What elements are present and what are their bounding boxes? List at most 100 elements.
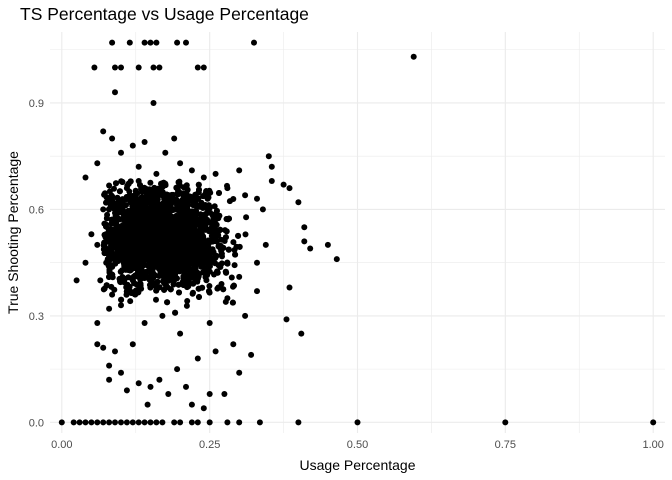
- x-axis-title: Usage Percentage: [300, 457, 416, 473]
- data-point: [163, 264, 170, 271]
- data-point: [181, 258, 187, 265]
- data-point: [204, 259, 211, 266]
- data-point: [141, 320, 148, 326]
- data-point: [127, 232, 134, 239]
- data-point: [162, 213, 169, 220]
- data-point: [202, 226, 209, 233]
- data-point: [184, 251, 191, 258]
- data-point: [211, 203, 218, 210]
- data-point: [502, 419, 509, 426]
- data-point: [137, 276, 144, 283]
- data-point: [148, 227, 154, 233]
- data-point: [189, 259, 196, 266]
- data-point: [194, 355, 201, 362]
- data-point: [163, 251, 170, 258]
- data-point: [103, 215, 110, 222]
- data-point: [182, 220, 189, 227]
- data-point: [254, 195, 260, 202]
- data-point: [141, 419, 148, 426]
- data-point: [207, 226, 214, 233]
- data-point: [203, 219, 210, 226]
- data-point: [118, 302, 124, 309]
- data-point: [178, 232, 185, 239]
- data-point: [112, 419, 118, 426]
- data-point: [118, 64, 124, 71]
- data-point: [109, 135, 116, 142]
- data-point: [177, 160, 184, 167]
- data-point: [108, 283, 115, 290]
- data-point: [203, 244, 210, 251]
- data-point: [185, 213, 192, 220]
- data-point: [141, 225, 148, 232]
- data-point: [229, 299, 236, 306]
- data-point: [198, 257, 204, 264]
- data-point: [140, 254, 147, 261]
- data-point: [230, 282, 237, 289]
- data-point: [112, 348, 118, 355]
- data-point: [136, 243, 143, 250]
- data-point: [118, 247, 125, 254]
- data-point: [197, 217, 204, 224]
- data-point: [213, 269, 220, 276]
- data-point: [135, 163, 142, 170]
- x-tick-label: 1.00: [642, 439, 663, 451]
- data-point: [223, 269, 230, 276]
- data-point: [301, 224, 308, 231]
- data-point: [127, 199, 134, 206]
- data-point: [137, 237, 144, 243]
- data-point: [217, 244, 223, 251]
- data-point: [195, 195, 201, 202]
- data-point: [254, 259, 260, 266]
- data-point: [116, 188, 123, 195]
- data-point: [202, 211, 209, 218]
- data-point: [128, 247, 135, 254]
- data-point: [123, 419, 130, 426]
- data-point: [224, 260, 231, 267]
- data-point: [169, 258, 176, 265]
- data-point: [225, 246, 232, 253]
- data-point: [133, 189, 140, 196]
- data-point: [129, 341, 136, 348]
- data-point: [164, 299, 171, 306]
- data-point: [153, 296, 159, 303]
- x-tick-label: 0.00: [51, 439, 72, 451]
- data-point: [126, 283, 133, 290]
- data-point: [123, 245, 130, 252]
- y-tick-label: 0.9: [29, 98, 44, 110]
- data-point: [129, 142, 136, 149]
- data-point: [149, 272, 156, 279]
- data-point: [177, 213, 184, 220]
- data-point: [170, 277, 177, 284]
- data-point: [216, 190, 222, 196]
- data-point: [206, 419, 213, 426]
- data-point: [152, 199, 159, 205]
- data-point: [143, 193, 150, 200]
- data-point: [118, 369, 124, 376]
- data-point: [210, 258, 217, 265]
- data-point: [168, 217, 175, 224]
- data-point: [162, 149, 169, 156]
- data-point: [119, 179, 126, 185]
- data-point: [106, 182, 113, 189]
- data-point: [212, 170, 219, 177]
- data-point: [172, 264, 179, 271]
- data-point: [194, 278, 201, 285]
- data-point: [283, 316, 290, 323]
- data-point: [183, 302, 190, 309]
- data-point: [108, 262, 115, 269]
- data-point: [223, 228, 230, 235]
- data-point: [183, 280, 190, 287]
- data-point: [324, 241, 331, 248]
- data-point: [180, 273, 187, 280]
- data-point: [215, 262, 222, 269]
- data-point: [111, 256, 118, 263]
- data-point: [205, 194, 212, 201]
- data-point: [265, 153, 272, 160]
- data-point: [94, 341, 101, 348]
- data-point: [129, 277, 136, 284]
- data-point: [144, 211, 151, 218]
- data-point: [139, 214, 146, 221]
- data-point: [177, 330, 184, 337]
- data-point: [144, 401, 151, 408]
- data-point: [82, 419, 89, 426]
